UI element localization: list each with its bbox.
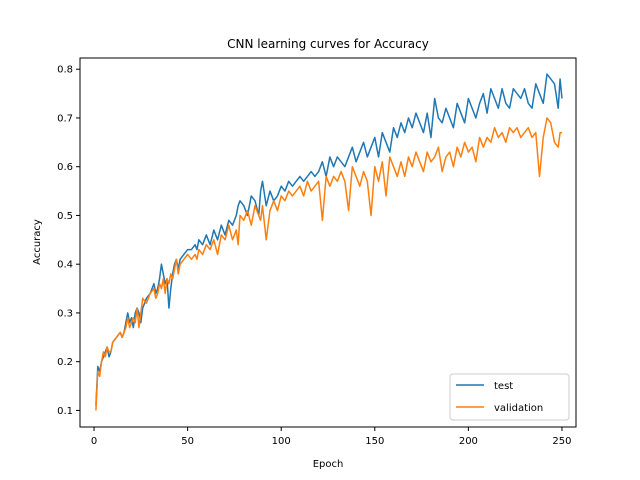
x-tick-label: 0 xyxy=(91,436,97,447)
y-tick-label: 0.1 xyxy=(57,406,73,417)
y-tick-label: 0.2 xyxy=(57,357,73,368)
y-tick-label: 0.8 xyxy=(57,65,73,76)
y-tick-label: 0.6 xyxy=(57,162,73,173)
y-tick-label: 0.7 xyxy=(57,113,73,124)
series-line-validation xyxy=(95,117,562,411)
x-tick-label: 50 xyxy=(181,436,194,447)
y-tick-label: 0.3 xyxy=(57,308,73,319)
y-tick-label: 0.4 xyxy=(57,260,73,271)
y-axis-label: Accuracy xyxy=(32,219,43,265)
series-layer xyxy=(95,73,563,411)
series-line-test xyxy=(95,73,563,406)
y-axis: 0.1 0.2 0.3 0.4 0.5 0.6 0.7 0.8 xyxy=(57,65,80,417)
legend: test validation xyxy=(449,373,570,421)
y-tick-label: 0.5 xyxy=(57,211,73,222)
x-tick-label: 100 xyxy=(272,436,291,447)
x-axis-label: Epoch xyxy=(313,459,344,470)
chart-title: CNN learning curves for Accuracy xyxy=(227,37,429,51)
plot-frame xyxy=(79,57,577,428)
x-tick-label: 250 xyxy=(552,436,571,447)
legend-label-test: test xyxy=(494,381,513,392)
x-tick-label: 150 xyxy=(365,436,384,447)
legend-label-validation: validation xyxy=(494,403,543,414)
x-tick-label: 200 xyxy=(459,436,478,447)
x-axis: 0 50 100 150 200 250 xyxy=(91,427,572,447)
